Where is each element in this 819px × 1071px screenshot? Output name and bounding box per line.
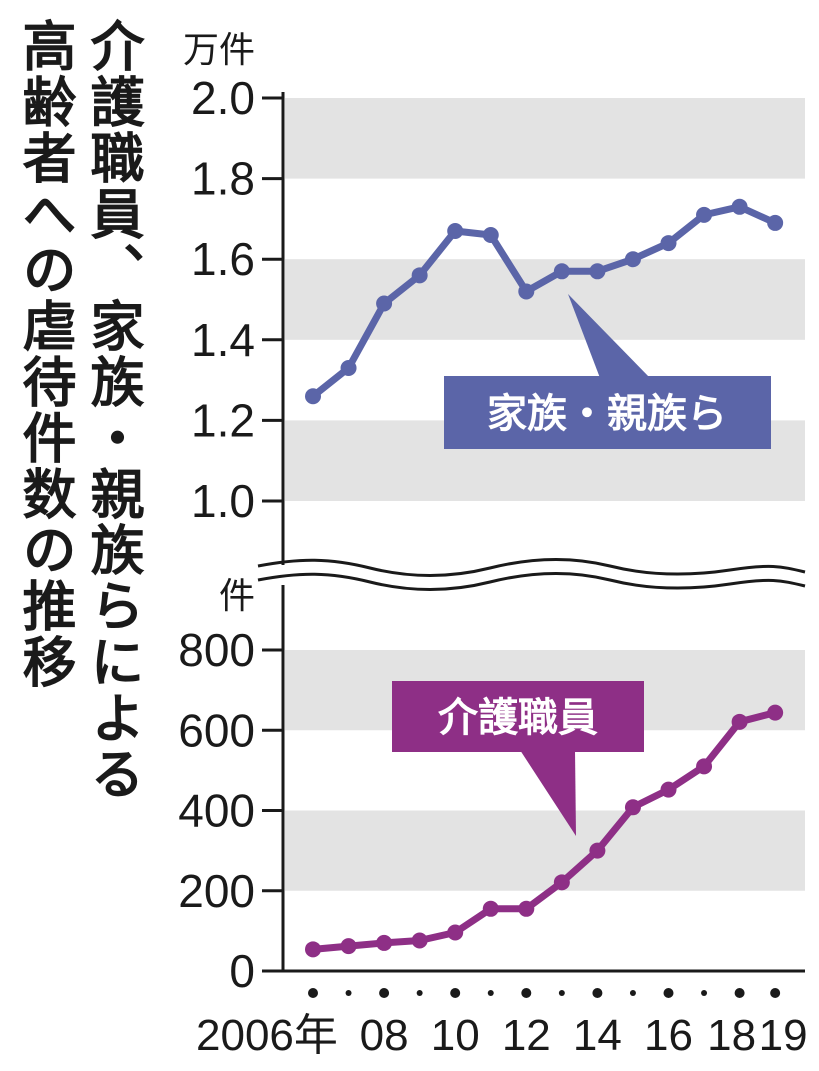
x-tick-label: 14 (573, 1011, 622, 1060)
data-point (767, 214, 784, 231)
data-point (696, 758, 713, 775)
data-point (696, 206, 713, 223)
data-point (624, 799, 641, 816)
x-tick-label: 2006年 (196, 1011, 338, 1060)
y-tick-label: 400 (178, 785, 255, 837)
data-point (340, 938, 357, 955)
x-dot (345, 990, 352, 996)
data-point (660, 235, 677, 252)
data-point (447, 924, 464, 941)
data-point (553, 263, 570, 280)
care-callout: 介護職員 (392, 681, 644, 836)
y-tick-label: 1.0 (191, 475, 255, 527)
y-tick-label: 800 (178, 624, 255, 676)
x-tick-label: 19 (759, 1011, 808, 1060)
y-tick-label: 1.8 (191, 153, 255, 205)
data-point (376, 934, 393, 951)
data-point (767, 704, 784, 721)
unit-label: 万件 (183, 30, 255, 71)
x-tick-label: 16 (644, 1011, 693, 1060)
data-point (589, 263, 606, 280)
y-tick-label: 1.4 (191, 314, 255, 366)
y-tick-label: 0 (229, 945, 255, 997)
x-dot (734, 988, 745, 998)
x-tick-label: 10 (431, 1011, 480, 1060)
x-dot (450, 988, 461, 998)
x-dots (308, 988, 781, 998)
x-dot (558, 990, 565, 996)
x-dot (308, 988, 318, 998)
x-ticks: 2006年 08 10 12 14 16 18 19 (196, 1011, 808, 1060)
series-group (305, 198, 784, 958)
data-point (376, 295, 393, 312)
y-tick-label: 1.6 (191, 233, 255, 285)
data-point (305, 941, 321, 958)
data-point (589, 842, 606, 859)
x-dot (592, 988, 603, 998)
x-tick-label: 08 (360, 1011, 409, 1060)
data-point (624, 251, 641, 268)
data-point (518, 283, 535, 300)
x-dot (379, 988, 390, 998)
data-point (731, 198, 748, 215)
chart-title-line-2: 高齢者への虐待件数の推移 (13, 18, 76, 690)
x-dot (663, 988, 674, 998)
data-point (553, 874, 570, 891)
data-point (731, 713, 748, 730)
x-tick-label: 12 (502, 1011, 551, 1060)
data-point (340, 360, 357, 377)
unit-label: 件 (219, 576, 255, 617)
x-dot (521, 988, 532, 998)
data-point (518, 900, 535, 917)
x-tick-label: 18 (707, 1011, 756, 1060)
axis-break (257, 557, 806, 591)
family-callout: 家族・親族ら (444, 294, 771, 449)
x-dot (416, 990, 423, 996)
y-tick-label: 1.2 (191, 394, 255, 446)
unit-labels: 万件件 (183, 30, 255, 617)
data-point (482, 900, 499, 917)
grid-band (285, 259, 805, 340)
x-dot (629, 990, 636, 996)
x-dot (701, 990, 708, 996)
grid-band (285, 810, 805, 891)
y-ticks: 2.0 1.8 1.6 1.4 1.2 1.0 800 600 400 200 0 (178, 72, 283, 997)
y-tick-label: 200 (178, 865, 255, 917)
y-tick-label: 600 (178, 704, 255, 756)
data-point (447, 222, 464, 239)
y-tick-label: 2.0 (191, 72, 255, 124)
care-series-label: 介護職員 (438, 695, 598, 741)
data-point (305, 388, 321, 405)
x-dot (487, 990, 494, 996)
family-series-label: 家族・親族ら (487, 391, 727, 437)
data-point (411, 932, 428, 949)
data-point (482, 227, 499, 244)
data-point (660, 781, 677, 798)
x-dot (770, 988, 781, 998)
grid-band (285, 98, 805, 179)
data-point (411, 267, 428, 284)
chart-title-line-1: 介護職員、家族・親族らによる (81, 18, 144, 802)
